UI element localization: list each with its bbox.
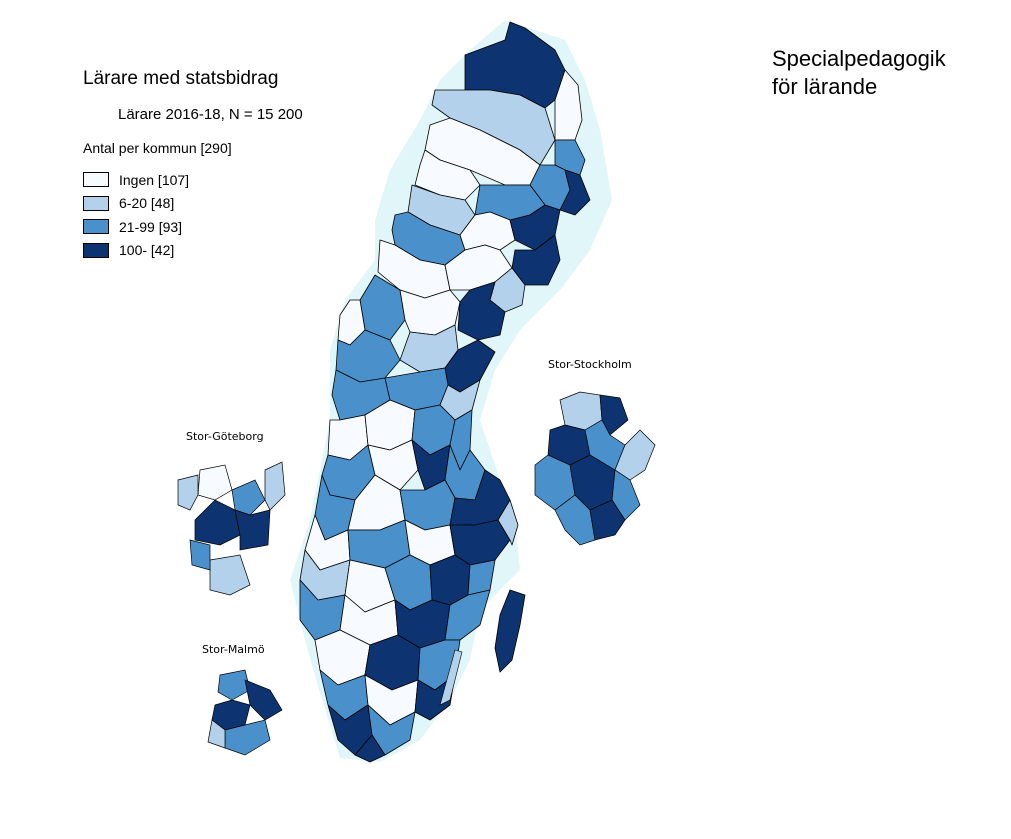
municipality-region <box>457 281 506 341</box>
municipality-region <box>264 461 286 511</box>
municipality-region <box>231 479 266 516</box>
legend: Ingen [107] 6-20 [48] 21-99 [93] 100- [4… <box>83 168 189 262</box>
municipality-region <box>431 89 556 166</box>
gotland-region <box>494 589 526 673</box>
legend-label: Ingen [107] <box>119 171 190 188</box>
legend-swatch <box>83 195 109 211</box>
map-subtitle: Lärare 2016-18, N = 15 200 <box>118 106 303 123</box>
municipality-region <box>509 204 561 251</box>
municipality-region <box>177 474 199 511</box>
legend-label: 21-99 [93] <box>119 218 183 235</box>
municipality-region <box>234 509 271 551</box>
course-title-line2: för lärande <box>772 74 878 99</box>
inset-label-stockholm: Stor-Stockholm <box>548 358 632 371</box>
legend-item-none: Ingen [107] <box>83 168 189 192</box>
legend-item-mid: 21-99 [93] <box>83 215 189 239</box>
municipality-region <box>589 499 626 541</box>
municipality-region <box>497 499 519 546</box>
legend-swatch <box>83 172 109 188</box>
legend-swatch <box>83 242 109 258</box>
municipality-region <box>207 719 226 749</box>
course-title-line1: Specialpedagogik <box>772 46 946 71</box>
municipality-region <box>244 679 283 721</box>
legend-swatch <box>83 219 109 235</box>
inset-label-goteborg: Stor-Göteborg <box>186 430 264 443</box>
inset-label-malmo: Stor-Malmö <box>202 643 265 656</box>
course-title: Specialpedagogik för lärande <box>772 45 946 101</box>
municipality-region <box>614 429 656 481</box>
municipality-region <box>194 499 241 546</box>
municipality-region <box>189 539 211 571</box>
legend-title: Antal per kommun [290] <box>83 140 232 156</box>
municipality-region <box>209 554 251 596</box>
municipality-region <box>354 734 386 763</box>
legend-label: 100- [42] <box>119 242 175 259</box>
municipality-region <box>511 234 561 286</box>
legend-item-low: 6-20 [48] <box>83 192 189 216</box>
map-title: Lärare med statsbidrag <box>83 68 279 89</box>
municipality-region <box>599 394 629 436</box>
municipality-region <box>559 169 591 216</box>
legend-item-high: 100- [42] <box>83 239 189 263</box>
municipality-region <box>217 669 251 701</box>
legend-label: 6-20 [48] <box>119 195 175 212</box>
municipality-region <box>197 464 233 501</box>
